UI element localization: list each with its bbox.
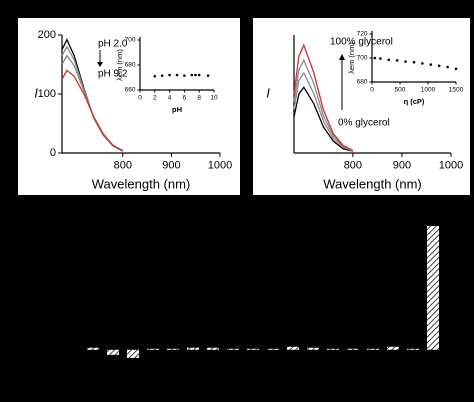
y-tick-label: 0 (50, 147, 56, 159)
point (421, 62, 424, 65)
point (160, 74, 164, 77)
point (190, 73, 194, 77)
point (197, 73, 201, 77)
bar (287, 346, 299, 350)
annotation: pH 9.2 (98, 69, 128, 80)
point (404, 60, 407, 63)
point (387, 58, 391, 62)
y-tick-label: 680 (125, 62, 136, 69)
bar (87, 347, 99, 350)
x-tick-label: 6 (183, 94, 187, 101)
x-tick-label: 4 (168, 94, 172, 101)
x-tick-label: 800 (344, 160, 362, 172)
y-axis-label: I (34, 85, 38, 100)
y-axis-label: I (266, 85, 270, 100)
bar (247, 348, 259, 350)
point (168, 73, 171, 77)
point (373, 56, 377, 60)
bar (347, 348, 359, 350)
x-tick-label: 900 (162, 160, 180, 172)
bar (267, 348, 279, 350)
x-tick-label: 8 (197, 94, 201, 101)
bar (227, 348, 239, 350)
x-tick-label: 1000 (439, 160, 463, 172)
bar (407, 348, 419, 350)
x-tick-label: 900 (393, 160, 411, 172)
bar (167, 348, 179, 350)
bar (327, 348, 339, 350)
x-tick-label: 0 (370, 86, 374, 93)
y-axis-label: λem (nm) (347, 42, 356, 74)
x-tick-label: 2 (153, 94, 157, 101)
annotation: 0% glycerol (338, 118, 390, 129)
point (153, 74, 157, 78)
x-axis-label: Wavelength (nm) (92, 176, 191, 191)
bar (307, 347, 319, 350)
x-tick-label: 500 (395, 86, 406, 93)
panel-a (18, 18, 240, 195)
annotation: 100% glycerol (330, 37, 393, 48)
x-tick-label: 800 (114, 160, 132, 172)
x-axis-label: η (cP) (404, 97, 425, 106)
bar (387, 346, 399, 350)
x-tick-label: 1000 (208, 160, 232, 172)
annotation: pH 2.0 (98, 39, 128, 50)
x-tick-label: 1500 (449, 86, 464, 93)
bar (127, 349, 139, 358)
arrow-head (339, 54, 345, 60)
point (446, 65, 449, 69)
point (454, 67, 458, 71)
x-tick-label: 0 (138, 94, 142, 101)
point (175, 73, 179, 77)
point (395, 59, 399, 62)
spectrum-line (293, 43, 354, 152)
point (194, 73, 197, 77)
point (429, 63, 433, 66)
y-axis-label: λem (nm) (115, 49, 124, 81)
y-tick-label: 720 (357, 31, 368, 38)
bar (187, 347, 199, 350)
panel-b (253, 18, 470, 195)
y-tick-label: 700 (125, 37, 136, 44)
bar (107, 349, 119, 355)
y-tick-label: 200 (38, 29, 56, 41)
bar (427, 226, 439, 350)
bar (207, 347, 219, 350)
spectrum-line (293, 86, 354, 152)
y-tick-label: 680 (357, 79, 368, 86)
y-tick-label: 100 (38, 88, 56, 100)
point (437, 64, 441, 68)
bar (147, 348, 159, 350)
point (412, 60, 416, 64)
point (379, 57, 382, 60)
point (206, 74, 210, 77)
spectrum-line (293, 71, 354, 152)
x-tick-label: 10 (210, 94, 218, 101)
x-axis-label: pH (172, 105, 182, 114)
x-tick-label: 1000 (421, 86, 436, 93)
x-axis-label: Wavelength (nm) (323, 176, 422, 191)
spectrum-line (293, 58, 354, 152)
y-tick-label: 660 (125, 87, 136, 94)
arrow-head (97, 62, 103, 67)
bar (367, 348, 379, 350)
spectrum-line (61, 69, 124, 152)
point (183, 74, 186, 77)
y-tick-label: 700 (357, 55, 368, 62)
